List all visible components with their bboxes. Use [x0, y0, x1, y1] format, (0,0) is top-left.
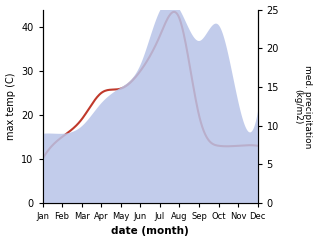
Y-axis label: med. precipitation
(kg/m2): med. precipitation (kg/m2)	[293, 65, 313, 148]
X-axis label: date (month): date (month)	[111, 227, 189, 236]
Y-axis label: max temp (C): max temp (C)	[5, 72, 16, 140]
